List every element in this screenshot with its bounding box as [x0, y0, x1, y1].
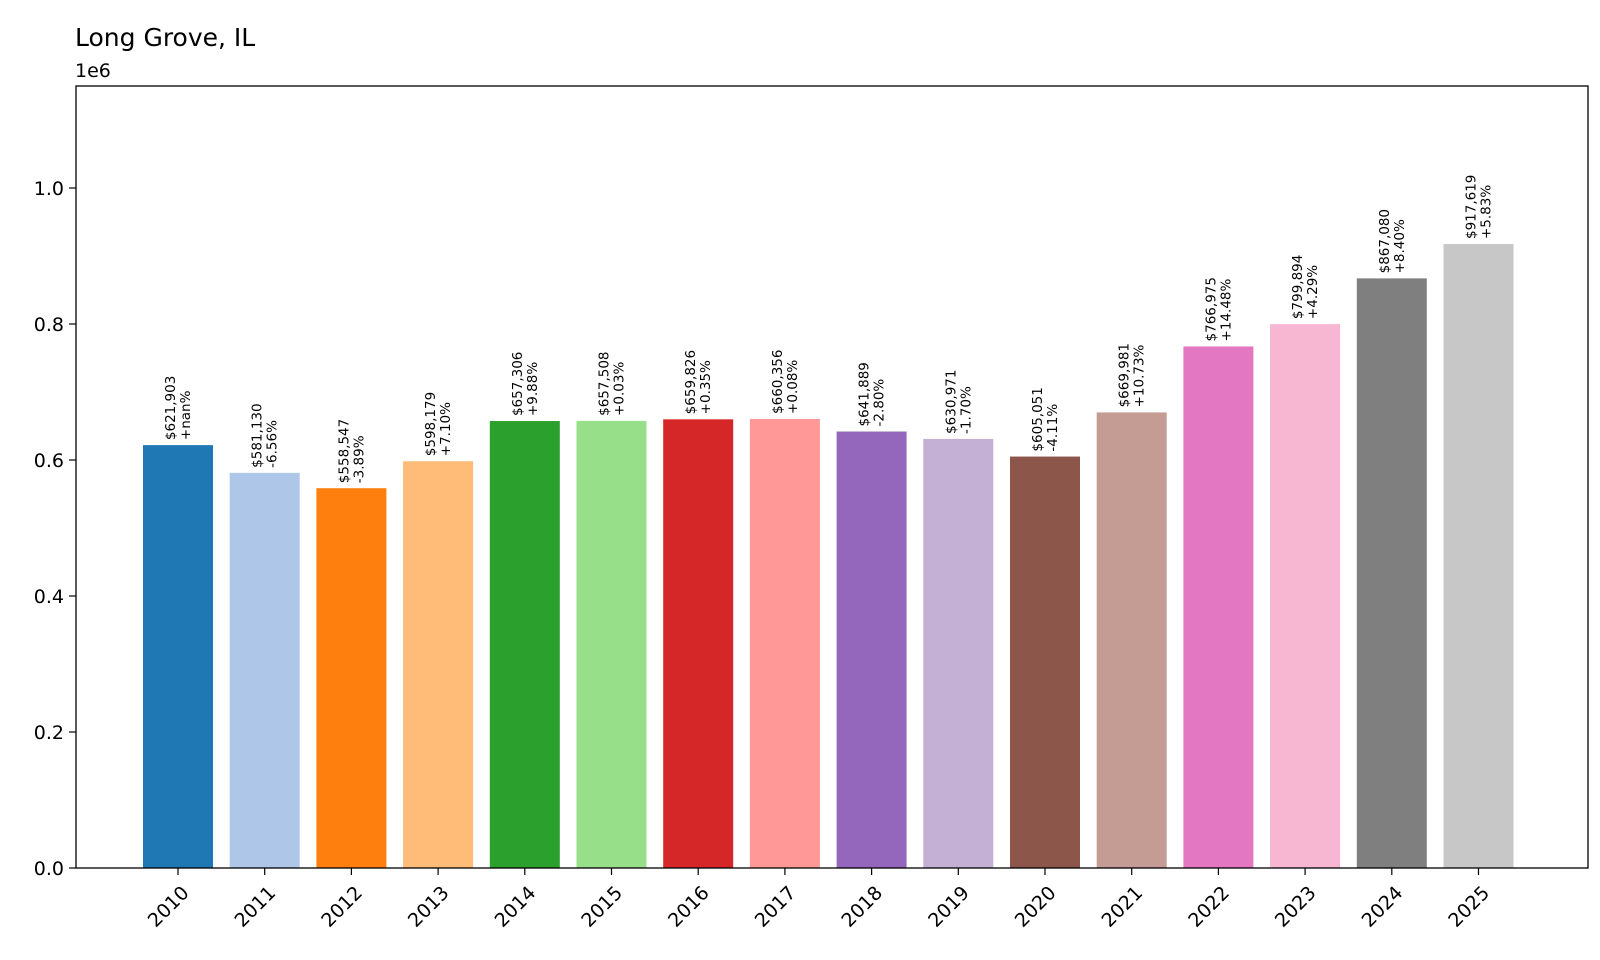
bar-value-label-2021: $669,981: [1117, 343, 1133, 407]
y-tick-label-0.2: 0.2: [34, 722, 64, 744]
x-tick-label-2014: 2014: [491, 882, 541, 932]
bar-2020: [1010, 456, 1080, 868]
bar-label-2014: $657,306+9.88%: [510, 352, 541, 416]
bar-2018: [836, 431, 907, 868]
chart-title: Long Grove, IL: [75, 23, 255, 52]
bar-2011: [229, 472, 300, 868]
bar-change-label-2023: +4.29%: [1305, 265, 1321, 319]
bar-label-2025: $917,619+5.83%: [1464, 175, 1495, 239]
bar-change-label-2021: +10.73%: [1132, 344, 1148, 407]
x-tick-label-2020: 2020: [1011, 882, 1061, 932]
bar-2016: [663, 419, 734, 868]
bar-value-label-2022: $766,975: [1203, 277, 1219, 341]
bar-value-label-2012: $558,547: [336, 419, 352, 483]
bar-value-label-2018: $641,889: [857, 362, 873, 426]
bar-label-2018: $641,889-2.80%: [857, 362, 888, 426]
bar-value-label-2015: $657,508: [597, 351, 613, 415]
bar-label-2019: $630,971-1.70%: [943, 370, 974, 434]
bar-2023: [1270, 324, 1341, 868]
bar-value-label-2025: $917,619: [1464, 175, 1480, 239]
x-tick-label-2019: 2019: [924, 882, 974, 932]
bar-label-2020: $605,051-4.11%: [1030, 387, 1061, 451]
x-tick-label-2016: 2016: [664, 882, 714, 932]
bar-labels-group: $621,903+nan% $581,130-6.56% $558,547-3.89…: [163, 175, 1495, 484]
bar-value-label-2024: $867,080: [1377, 209, 1393, 273]
bar-label-2012: $558,547-3.89%: [336, 419, 367, 483]
bar-2010: [143, 445, 213, 868]
bar-change-label-2016: +0.35%: [698, 360, 714, 414]
bar-change-label-2013: +7.10%: [438, 402, 454, 456]
x-tick-label-2013: 2013: [404, 882, 454, 932]
bar-change-label-2011: -6.56%: [265, 420, 281, 468]
x-tick-label-2018: 2018: [837, 882, 887, 932]
bar-value-label-2010: $621,903: [163, 376, 179, 440]
bar-value-label-2016: $659,826: [683, 350, 699, 414]
x-tick-label-2021: 2021: [1097, 882, 1147, 932]
bar-label-2022: $766,975+14.48%: [1203, 277, 1234, 341]
bar-value-label-2013: $598,179: [423, 392, 439, 456]
bar-label-2016: $659,826+0.35%: [683, 350, 714, 414]
bar-value-label-2017: $660,356: [770, 350, 786, 414]
x-axis: 2010 2011 2012 2013 2014 2015 2016 2017 2018 2019…: [144, 868, 1494, 932]
plot-frame: [75, 85, 1589, 869]
bar-change-label-2024: +8.40%: [1392, 219, 1408, 273]
bar-2015: [576, 420, 647, 868]
bar-2025: [1443, 244, 1514, 868]
bar-change-label-2010: +nan%: [178, 390, 194, 440]
bar-label-2015: $657,508+0.03%: [597, 351, 628, 415]
x-tick-label-2024: 2024: [1358, 882, 1408, 932]
bar-label-2021: $669,981+10.73%: [1117, 343, 1148, 407]
x-tick-label-2012: 2012: [317, 882, 367, 932]
bar-2014: [489, 421, 560, 868]
bar-2012: [316, 488, 387, 868]
y-axis: 0.0 0.2 0.4 0.6 0.8 1.0: [34, 178, 76, 880]
bar-2013: [403, 461, 474, 868]
bar-change-label-2018: -2.80%: [872, 379, 888, 427]
bar-change-label-2015: +0.03%: [612, 362, 628, 416]
bar-change-label-2019: -1.70%: [958, 386, 974, 434]
bar-change-label-2022: +14.48%: [1218, 279, 1234, 342]
x-tick-label-2022: 2022: [1184, 882, 1234, 932]
bar-label-2017: $660,356+0.08%: [770, 350, 801, 414]
y-tick-label-1.0: 1.0: [34, 178, 64, 200]
bar-change-label-2014: +9.88%: [525, 362, 541, 416]
bar-label-2024: $867,080+8.40%: [1377, 209, 1408, 273]
x-tick-label-2017: 2017: [751, 882, 801, 932]
y-tick-label-0.4: 0.4: [34, 586, 64, 608]
bar-change-label-2020: -4.11%: [1045, 404, 1061, 452]
bar-value-label-2011: $581,130: [250, 403, 266, 467]
bar-label-2013: $598,179+7.10%: [423, 392, 454, 456]
bar-change-label-2017: +0.08%: [785, 360, 801, 414]
bar-value-label-2014: $657,306: [510, 352, 526, 416]
x-tick-label-2023: 2023: [1271, 882, 1321, 932]
bars-group: [143, 244, 1514, 869]
x-tick-label-2011: 2011: [230, 882, 280, 932]
bar-2019: [923, 438, 994, 868]
bar-value-label-2019: $630,971: [943, 370, 959, 434]
bar-value-label-2023: $799,894: [1290, 255, 1306, 319]
bar-label-2010: $621,903+nan%: [163, 376, 194, 440]
bar-2024: [1356, 278, 1427, 868]
x-tick-label-2010: 2010: [144, 882, 194, 932]
y-axis-offset-label: 1e6: [75, 60, 111, 82]
x-tick-label-2025: 2025: [1444, 882, 1494, 932]
bar-value-label-2020: $605,051: [1030, 387, 1046, 451]
bar-label-2011: $581,130-6.56%: [250, 403, 281, 467]
bar-change-label-2012: -3.89%: [351, 435, 367, 483]
x-tick-label-2015: 2015: [577, 882, 627, 932]
bar-2021: [1096, 412, 1167, 868]
y-tick-label-0.0: 0.0: [34, 858, 64, 880]
y-tick-label-0.6: 0.6: [34, 450, 64, 472]
y-tick-label-0.8: 0.8: [34, 314, 64, 336]
bar-2022: [1183, 346, 1254, 869]
bar-change-label-2025: +5.83%: [1479, 185, 1495, 239]
bar-2017: [749, 418, 820, 868]
bar-label-2023: $799,894+4.29%: [1290, 255, 1321, 319]
